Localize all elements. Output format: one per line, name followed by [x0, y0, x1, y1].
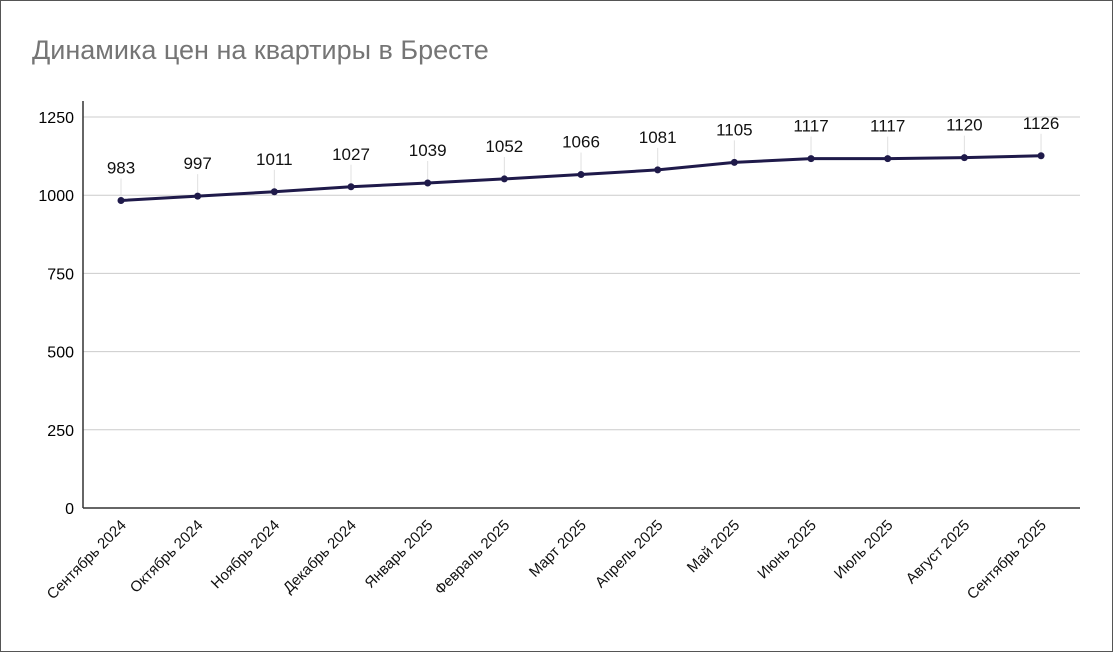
data-point	[347, 183, 355, 191]
x-tick-label: Ноябрь 2024	[208, 517, 283, 592]
data-label: 983	[107, 159, 135, 178]
data-label: 1120	[946, 116, 983, 135]
data-point	[884, 155, 892, 163]
data-label: 1117	[870, 117, 905, 136]
y-tick-label: 1000	[38, 188, 74, 205]
x-tick-label: Февраль 2025	[431, 517, 513, 599]
data-label: 1039	[409, 141, 447, 160]
chart-title: Динамика цен на квартиры в Бресте	[32, 35, 489, 65]
data-label: 1105	[716, 120, 753, 139]
x-tick-label: Июнь 2025	[754, 517, 820, 583]
data-label: 1011	[256, 150, 293, 169]
x-tick-label: Сентябрь 2024	[44, 517, 130, 603]
data-point	[730, 158, 738, 166]
y-tick-label: 1250	[38, 110, 74, 127]
data-label: 1066	[562, 133, 600, 152]
data-point	[807, 155, 815, 163]
x-tick-label: Август 2025	[903, 517, 973, 587]
x-tick-label: Декабрь 2024	[280, 517, 360, 597]
data-point	[960, 154, 968, 162]
data-point	[654, 166, 662, 174]
x-tick-label: Май 2025	[684, 517, 743, 576]
x-tick-label: Январь 2025	[362, 517, 437, 592]
x-tick-label: Март 2025	[526, 517, 590, 581]
data-point	[1037, 152, 1045, 160]
y-tick-label: 250	[47, 423, 74, 440]
data-point	[270, 188, 278, 196]
data-label: 1126	[1023, 114, 1060, 133]
y-tick-label: 750	[47, 266, 74, 283]
y-tick-label: 500	[47, 345, 74, 362]
x-tick-label: Июль 2025	[831, 517, 897, 583]
data-point	[500, 175, 508, 183]
data-label: 1052	[485, 137, 523, 156]
x-tick-label: Октябрь 2024	[127, 517, 207, 597]
data-point	[577, 171, 585, 179]
data-label: 997	[183, 154, 211, 173]
data-point	[117, 197, 125, 205]
data-label: 1117	[793, 117, 828, 136]
data-label: 1027	[332, 145, 370, 164]
x-tick-label: Сентябрь 2025	[964, 517, 1050, 603]
data-point	[194, 192, 202, 200]
data-label: 1081	[639, 128, 677, 147]
y-tick-label: 0	[65, 501, 74, 518]
x-tick-label: Апрель 2025	[592, 517, 667, 592]
data-point	[424, 179, 432, 187]
